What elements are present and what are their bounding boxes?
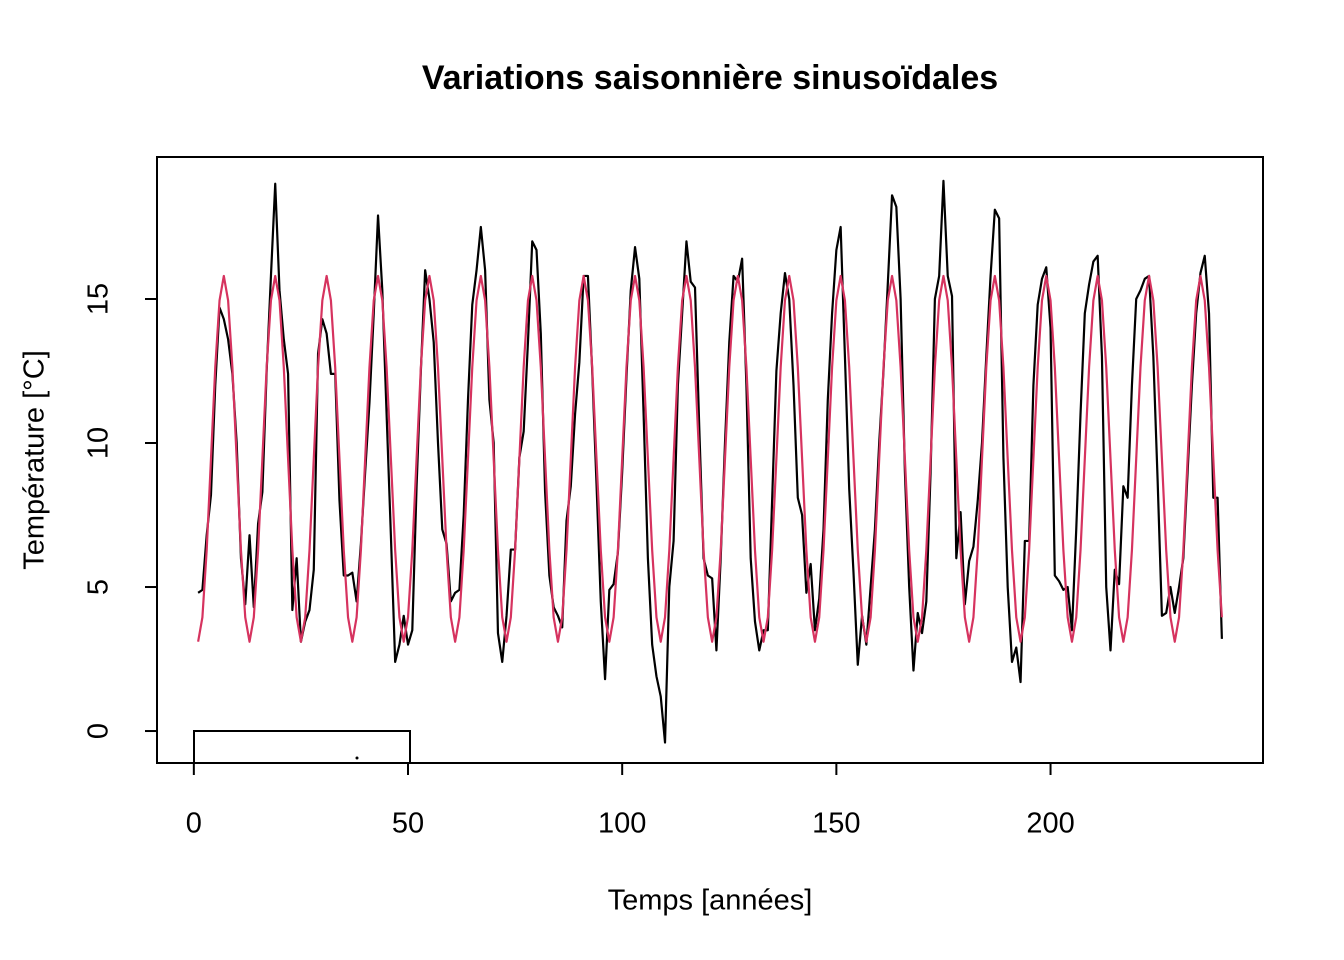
y-tick-label: 5 bbox=[83, 579, 115, 595]
x-tick-label: 100 bbox=[598, 808, 646, 840]
y-tick-label: 0 bbox=[83, 723, 115, 739]
legend-box bbox=[193, 730, 411, 763]
x-tick-label: 150 bbox=[812, 808, 860, 840]
x-tick-label: 50 bbox=[392, 808, 424, 840]
legend-dot bbox=[355, 756, 359, 760]
y-axis-label: Température [°C] bbox=[19, 350, 51, 570]
x-tick-label: 0 bbox=[186, 808, 202, 840]
series-line bbox=[197, 274, 1223, 643]
y-tick-label: 15 bbox=[83, 283, 115, 315]
x-tick-label: 200 bbox=[1026, 808, 1074, 840]
y-tick-label: 10 bbox=[83, 427, 115, 459]
series-line bbox=[197, 179, 1223, 744]
x-axis-label: Temps [années] bbox=[608, 885, 813, 917]
plot-area bbox=[197, 179, 1223, 744]
plot-frame bbox=[156, 156, 1264, 764]
chart-title: Variations saisonnière sinusoïdales bbox=[422, 59, 998, 97]
